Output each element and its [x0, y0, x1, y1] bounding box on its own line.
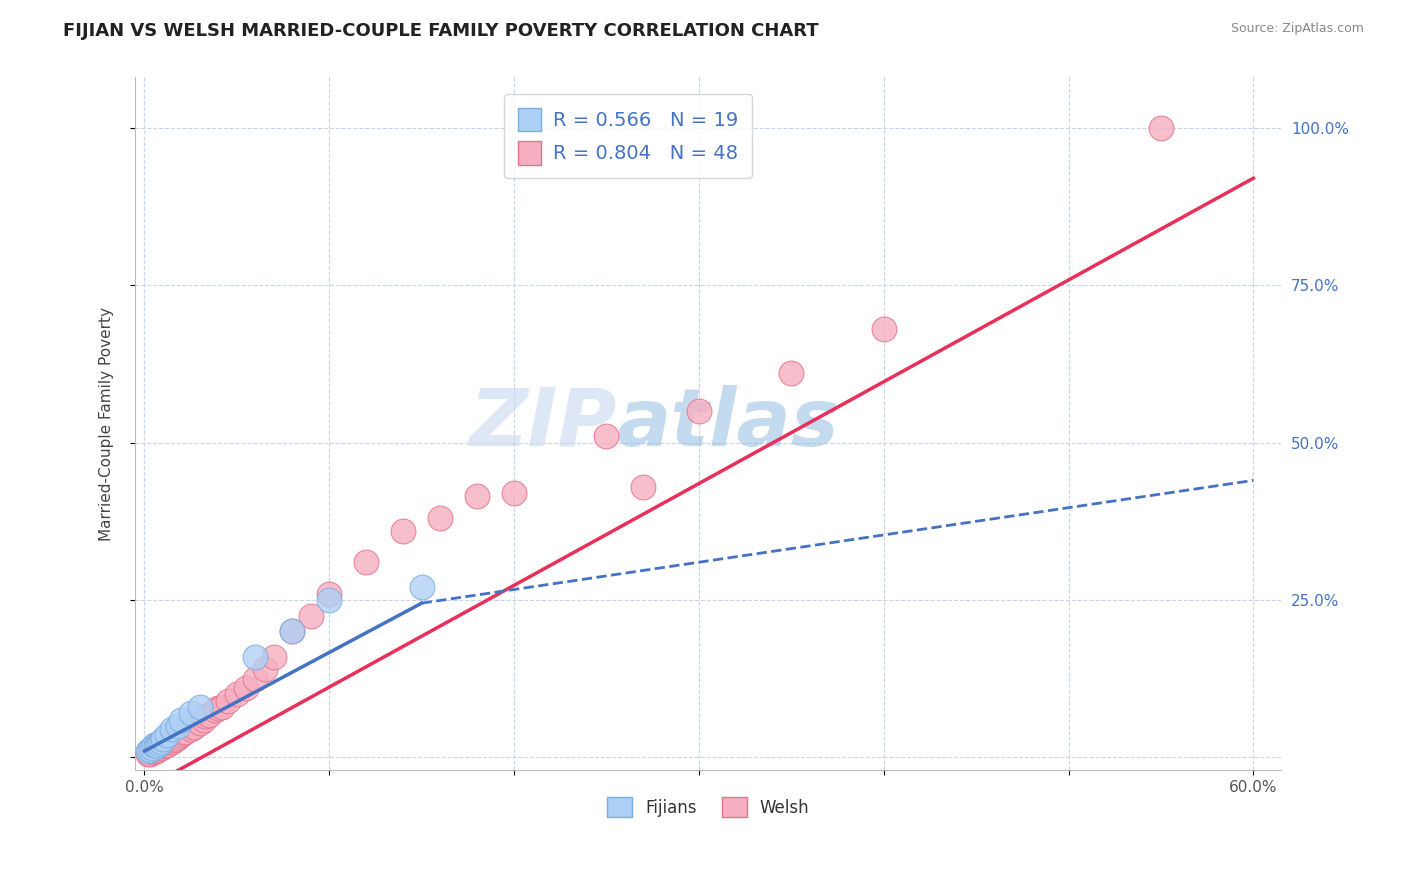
Point [141, 741, 163, 756]
Point [411, 581, 433, 595]
Point [170, 713, 193, 727]
Text: ZIP: ZIP [470, 384, 616, 463]
Point [146, 743, 169, 757]
Point [217, 694, 239, 708]
Point [150, 741, 173, 756]
Point [188, 700, 211, 714]
Point [225, 688, 247, 702]
Point [188, 715, 211, 730]
Point [873, 322, 896, 336]
Point [180, 722, 202, 736]
Y-axis label: Married-Couple Family Poverty: Married-Couple Family Poverty [100, 307, 114, 541]
Point [429, 511, 451, 525]
Point [595, 429, 617, 443]
Point [318, 587, 340, 601]
Point [299, 608, 322, 623]
Point [165, 731, 187, 746]
Point [207, 701, 229, 715]
Point [253, 662, 276, 676]
Point [174, 725, 197, 739]
Point [172, 726, 194, 740]
Point [318, 593, 340, 607]
Point [160, 734, 183, 748]
Point [157, 734, 180, 748]
Point [180, 706, 202, 721]
Point [152, 731, 174, 746]
Point [235, 681, 257, 695]
Point [281, 624, 304, 639]
Point [148, 741, 170, 756]
Point [145, 738, 167, 752]
Point [633, 480, 655, 494]
Point [156, 738, 179, 752]
Point [160, 722, 183, 736]
Text: atlas: atlas [616, 384, 839, 463]
Point [245, 672, 267, 686]
Point [152, 739, 174, 753]
Point [194, 709, 217, 723]
Point [354, 555, 377, 569]
Point [392, 524, 415, 538]
Point [156, 728, 179, 742]
Point [152, 738, 174, 752]
Point [142, 738, 165, 752]
Point [139, 743, 162, 757]
Point [204, 703, 226, 717]
Point [166, 731, 188, 745]
Point [780, 367, 803, 381]
Point [148, 737, 170, 751]
Point [281, 624, 304, 639]
Point [503, 486, 526, 500]
Point [136, 747, 159, 762]
Point [146, 739, 169, 753]
Point [166, 719, 188, 733]
Point [465, 489, 488, 503]
Point [139, 747, 162, 762]
Legend: Fijians, Welsh: Fijians, Welsh [600, 790, 817, 824]
Point [136, 744, 159, 758]
Point [160, 732, 183, 747]
Point [198, 707, 221, 722]
Point [211, 700, 233, 714]
Point [145, 744, 167, 758]
Point [688, 404, 710, 418]
Point [245, 649, 267, 664]
Point [193, 713, 215, 727]
Point [141, 745, 163, 759]
Point [183, 720, 205, 734]
Point [150, 734, 173, 748]
Point [142, 744, 165, 758]
Point [1150, 120, 1173, 135]
Text: Source: ZipAtlas.com: Source: ZipAtlas.com [1230, 22, 1364, 36]
Text: FIJIAN VS WELSH MARRIED-COUPLE FAMILY POVERTY CORRELATION CHART: FIJIAN VS WELSH MARRIED-COUPLE FAMILY PO… [63, 22, 818, 40]
Point [170, 728, 193, 742]
Point [263, 649, 285, 664]
